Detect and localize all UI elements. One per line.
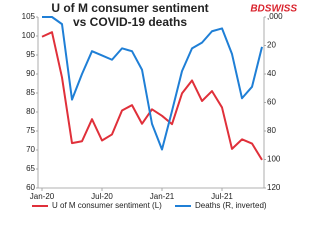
y-tick-label: 60 — [26, 183, 35, 192]
y2-tick-label: ,000 — [267, 12, 283, 21]
legend-label: U of M consumer sentiment (L) — [52, 201, 162, 210]
y2-tick-label: 100 — [267, 155, 281, 164]
chart-title: U of M consumer sentiment — [51, 1, 208, 15]
y2-tick-label: 40 — [267, 69, 276, 78]
y-tick-label: 70 — [26, 145, 35, 154]
chart: U of M consumer sentiment vs COVID-19 de… — [22, 1, 298, 210]
y2-tick-label: 80 — [267, 126, 276, 135]
y-tick-label: 95 — [26, 50, 35, 59]
x-tick-label: Jan-21 — [150, 192, 175, 201]
y-tick-label: 80 — [26, 107, 35, 116]
y2-tick-label: 20 — [267, 41, 276, 50]
series-line — [42, 16, 263, 151]
y-tick-label: 65 — [26, 164, 35, 173]
y2-tick-label: 60 — [267, 98, 276, 107]
x-tick-label: Jul-20 — [91, 192, 113, 201]
x-tick-label: Jan-20 — [30, 192, 55, 201]
y-tick-label: 75 — [26, 126, 35, 135]
legend-label: Deaths (R, inverted) — [195, 201, 267, 210]
chart-subtitle: vs COVID-19 deaths — [73, 15, 187, 29]
y-tick-label: 85 — [26, 88, 35, 97]
y-tick-label: 100 — [22, 31, 36, 40]
series-line — [41, 31, 263, 161]
y-tick-label: 90 — [26, 69, 35, 78]
x-tick-label: Jul-21 — [211, 192, 233, 201]
y2-tick-label: 120 — [267, 183, 281, 192]
y-tick-label: 105 — [22, 12, 36, 21]
logo: BDSWISS — [250, 4, 297, 15]
